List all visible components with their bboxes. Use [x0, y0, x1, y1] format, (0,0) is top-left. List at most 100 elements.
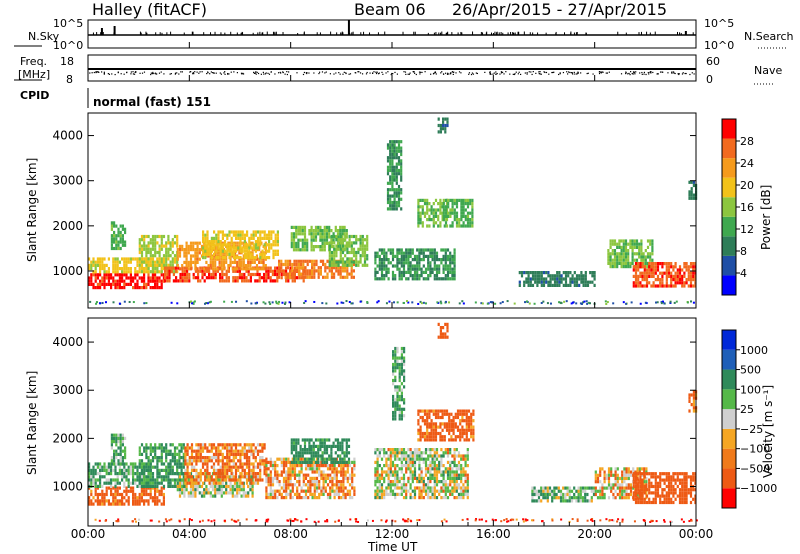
echo-cell [397, 194, 401, 198]
echo-cell [165, 459, 168, 463]
echo-cell [299, 229, 302, 233]
echo-cell [393, 172, 396, 176]
nave-point [449, 73, 452, 75]
echo-cell [230, 452, 233, 456]
echo-cell [184, 449, 187, 453]
echo-cell [232, 459, 235, 463]
echo-cell [341, 275, 344, 279]
echo-cell [643, 274, 646, 278]
echo-cell [247, 264, 250, 268]
echo-cell [466, 221, 470, 225]
echo-cell [269, 457, 272, 461]
echo-cell [317, 457, 320, 461]
echo-cell [215, 481, 218, 485]
cpid-label: CPID [20, 89, 49, 102]
echo-cell [203, 488, 206, 492]
echo-cell [335, 234, 338, 239]
echo-cell [241, 246, 244, 250]
echo-cell [188, 446, 191, 450]
echo-cell [652, 265, 655, 269]
echo-cell [103, 499, 106, 503]
echo-cell [271, 279, 274, 283]
echo-cell [234, 449, 238, 453]
echo-cell [230, 472, 233, 476]
echo-cell [344, 470, 347, 474]
nave-point [132, 73, 135, 75]
echo-cell [366, 241, 369, 245]
echo-cell [613, 261, 617, 265]
echo-cell [187, 491, 190, 495]
echo-cell [297, 238, 300, 242]
echo-cell [123, 475, 126, 479]
echo-cell [276, 249, 279, 253]
echo-cell [307, 467, 310, 471]
echo-cell [181, 488, 184, 492]
echo-cell [311, 262, 314, 267]
echo-cell [230, 246, 233, 250]
echo-speckle [692, 301, 695, 304]
echo-cell [118, 468, 121, 472]
echo-cell [212, 452, 216, 456]
echo-cell [340, 473, 343, 477]
echo-cell [121, 449, 124, 453]
echo-cell [241, 475, 244, 479]
echo-cell [276, 470, 279, 474]
echo-cell [295, 225, 298, 229]
echo-cell [665, 284, 668, 288]
echo-cell [435, 274, 439, 278]
echo-cell [278, 489, 281, 493]
echo-cell [90, 267, 93, 271]
echo-cell [423, 214, 427, 218]
echo-cell [149, 462, 152, 466]
echo-cell [393, 194, 396, 198]
echo-cell [252, 256, 255, 260]
echo-cell [631, 249, 634, 253]
echo-cell [165, 465, 168, 469]
echo-cell [248, 475, 251, 479]
echo-cell [219, 249, 222, 253]
echo-cell [140, 459, 144, 463]
echo-cell [236, 494, 239, 498]
echo-cell [204, 246, 207, 250]
echo-cell [175, 279, 178, 283]
echo-cell [154, 499, 157, 503]
echo-cell [99, 273, 102, 277]
echo-cell [627, 249, 630, 253]
echo-cell [391, 175, 394, 179]
echo-cell [140, 489, 143, 493]
nave-point [656, 73, 658, 75]
echo-cell [431, 248, 434, 252]
echo-cell [96, 478, 99, 482]
echo-cell [324, 275, 327, 279]
echo-cell [374, 258, 377, 262]
echo-cell [405, 270, 408, 274]
echo-cell [124, 452, 127, 456]
echo-cell [317, 275, 320, 279]
echo-cell [383, 264, 386, 268]
echo-cell [455, 202, 459, 206]
echo-cell [263, 276, 266, 280]
echo-cell [453, 202, 456, 206]
echo-cell [162, 468, 166, 472]
echo-cell [181, 481, 184, 485]
nave-point [228, 73, 230, 75]
echo-cell [634, 265, 638, 269]
echo-cell [285, 476, 288, 480]
echo-cell [424, 270, 428, 274]
echo-cell [274, 473, 277, 477]
echo-cell [569, 277, 572, 281]
echo-cell [638, 242, 641, 246]
echo-cell [293, 259, 296, 263]
echo-cell [147, 465, 150, 469]
echo-cell [285, 489, 288, 493]
echo-speckle [625, 302, 628, 305]
echo-cell [352, 262, 355, 267]
echo-cell [632, 281, 635, 285]
colorbar-segment [722, 158, 736, 178]
echo-cell [239, 243, 242, 247]
echo-cell [290, 238, 293, 242]
echo-cell [296, 473, 299, 477]
echo-cell [270, 246, 273, 250]
echo-cell [156, 481, 159, 485]
echo-cell [113, 462, 116, 466]
